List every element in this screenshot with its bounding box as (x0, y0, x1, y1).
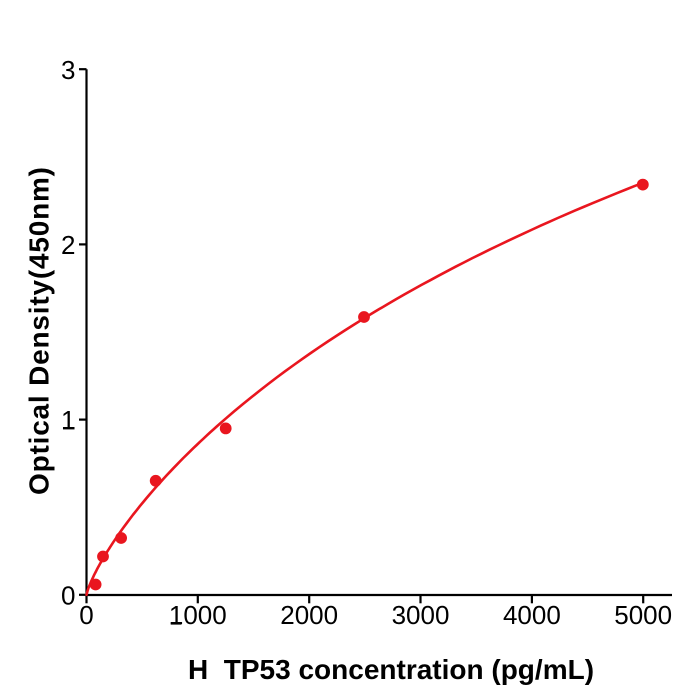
svg-text:4000: 4000 (503, 600, 561, 630)
svg-text:1000: 1000 (169, 600, 227, 630)
svg-text:3000: 3000 (392, 600, 450, 630)
svg-text:0: 0 (79, 600, 93, 630)
svg-text:5000: 5000 (614, 600, 672, 630)
svg-text:1: 1 (61, 405, 75, 435)
svg-text:2: 2 (61, 230, 75, 260)
svg-text:2000: 2000 (280, 600, 338, 630)
svg-text:Optical Density(450nm): Optical Density(450nm) (24, 166, 55, 495)
svg-text:H TP53 concentration (pg/mL): H TP53 concentration (pg/mL) (188, 654, 594, 685)
svg-text:0: 0 (61, 580, 75, 610)
svg-text:3: 3 (61, 55, 75, 85)
